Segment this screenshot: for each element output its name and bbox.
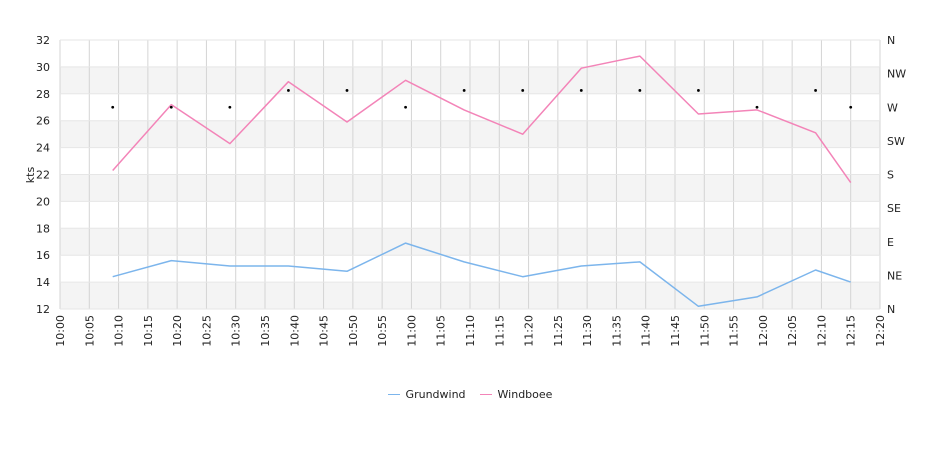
series-lines <box>112 55 852 308</box>
x-tick-label-7: 10:35 <box>259 315 272 347</box>
right-tick-label-3: SE <box>887 202 901 215</box>
x-tick-label-27: 12:15 <box>845 315 858 347</box>
y-axis-ticks: 12 14 16 18 20 22 24 26 28 30 32 <box>36 34 50 316</box>
direction-dot-0 <box>111 105 115 109</box>
x-tick-label-16: 11:20 <box>523 315 536 347</box>
legend-swatch-windboee <box>479 393 492 395</box>
right-axis-ticks: N NE E SE S SW W NW N <box>887 34 906 316</box>
x-tick-label-4: 10:20 <box>171 315 184 347</box>
x-tick-label-13: 11:05 <box>435 315 448 347</box>
x-tick-label-19: 11:35 <box>610 315 623 347</box>
direction-dot-12 <box>814 89 817 92</box>
x-tick-label-2: 10:10 <box>113 315 126 347</box>
y-tick-label-8: 28 <box>36 88 50 101</box>
series-line-windboee <box>112 55 852 184</box>
x-tick-label-8: 10:40 <box>288 315 301 347</box>
x-tick-label-5: 10:25 <box>200 315 213 347</box>
y-tick-label-7: 26 <box>36 115 50 128</box>
direction-dot-13 <box>849 105 853 109</box>
x-tick-label-25: 12:05 <box>786 315 799 347</box>
x-tick-label-10: 10:50 <box>347 315 360 347</box>
direction-dots <box>111 89 853 109</box>
right-tick-label-2: E <box>887 236 894 249</box>
direction-dot-5 <box>404 105 407 109</box>
x-tick-label-11: 10:55 <box>376 315 389 347</box>
y-tick-label-9: 30 <box>36 61 50 74</box>
x-tick-label-1: 10:05 <box>83 315 96 347</box>
series-line-grundwind <box>112 242 851 308</box>
x-tick-label-9: 10:45 <box>318 315 331 347</box>
x-tick-label-0: 10:00 <box>54 315 67 347</box>
y-tick-label-6: 24 <box>36 142 50 155</box>
x-axis-ticks: 10:00 10:05 10:10 10:15 10:20 10:25 10:30 10:35… <box>54 315 887 347</box>
direction-dot-9 <box>638 89 642 92</box>
legend: Grundwind Windboee <box>0 386 940 402</box>
right-tick-label-6: W <box>887 101 898 114</box>
x-tick-label-14: 11:10 <box>464 315 477 347</box>
legend-item-grundwind[interactable]: Grundwind <box>387 386 466 402</box>
x-tick-label-26: 12:10 <box>815 315 828 347</box>
right-tick-label-1: NE <box>887 269 902 282</box>
x-tick-label-20: 11:40 <box>640 315 653 347</box>
y-tick-label-3: 18 <box>36 222 50 235</box>
x-tick-label-6: 10:30 <box>230 315 243 347</box>
direction-dot-6 <box>462 89 466 92</box>
x-tick-label-17: 11:25 <box>552 315 565 347</box>
direction-dot-1 <box>169 105 173 109</box>
legend-item-windboee[interactable]: Windboee <box>479 386 553 402</box>
x-tick-label-3: 10:15 <box>142 315 155 347</box>
x-tick-label-12: 11:00 <box>405 315 418 347</box>
direction-dot-8 <box>579 89 583 92</box>
right-tick-label-4: S <box>887 169 894 182</box>
direction-dot-4 <box>345 89 349 92</box>
direction-dot-2 <box>228 105 232 109</box>
right-tick-label-0: N <box>887 303 895 316</box>
x-tick-label-28: 12:20 <box>874 315 887 347</box>
legend-label-windboee: Windboee <box>497 387 553 401</box>
y-tick-label-1: 14 <box>36 276 50 289</box>
legend-swatch-grundwind <box>387 393 400 395</box>
direction-dot-3 <box>287 89 290 92</box>
y-tick-label-4: 20 <box>36 195 50 208</box>
x-tick-label-18: 11:30 <box>581 315 594 347</box>
x-tick-label-21: 11:45 <box>669 315 682 347</box>
x-tick-label-15: 11:15 <box>493 315 506 347</box>
direction-dot-7 <box>521 89 525 92</box>
legend-label-grundwind: Grundwind <box>405 387 466 401</box>
horizontal-gridlines <box>60 39 880 310</box>
right-tick-label-5: SW <box>887 135 905 148</box>
x-tick-label-22: 11:50 <box>698 315 711 347</box>
direction-dot-11 <box>755 105 759 109</box>
right-tick-label-7: NW <box>887 68 906 81</box>
y-tick-label-5: 22 <box>36 169 50 182</box>
x-tick-label-24: 12:00 <box>757 315 770 347</box>
y-tick-label-2: 16 <box>36 249 50 262</box>
y-tick-label-0: 12 <box>36 303 50 316</box>
x-tick-label-23: 11:55 <box>728 315 741 347</box>
y-axis-label: kts <box>24 167 37 184</box>
right-tick-label-8: N <box>887 34 895 47</box>
direction-dot-10 <box>697 89 700 92</box>
y-tick-label-10: 32 <box>36 34 50 47</box>
